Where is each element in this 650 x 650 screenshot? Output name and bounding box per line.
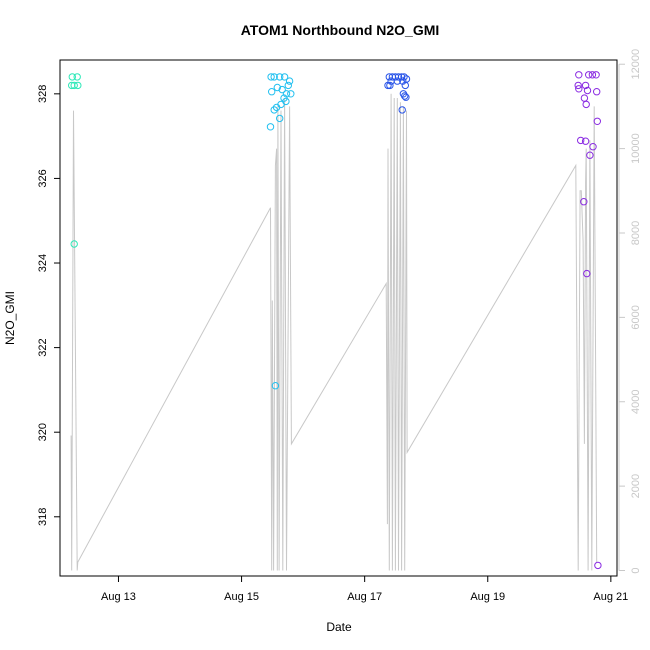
y-tick-label: 322 — [37, 338, 49, 356]
data-point — [580, 94, 589, 102]
data-point — [586, 151, 594, 159]
y-axis: 318 320 322 324 326 328 — [37, 85, 60, 526]
x-tick-label: Aug 19 — [470, 591, 505, 603]
data-point — [386, 81, 394, 90]
y-axis-label: N2O_GMI — [3, 291, 17, 345]
data-point — [402, 93, 410, 101]
y-tick-label: 320 — [37, 423, 49, 441]
data-point — [401, 81, 409, 90]
secondary-line-path — [70, 93, 598, 571]
data-point — [585, 71, 593, 79]
plot-frame — [59, 59, 618, 577]
data-point — [268, 88, 276, 96]
y2-tick-label: 12000 — [630, 49, 642, 80]
data-point — [393, 77, 401, 85]
data-point — [273, 83, 281, 92]
chart-title: ATOM1 Northbound N2O_GMI — [241, 22, 440, 38]
x-tick-label: Aug 13 — [101, 591, 136, 603]
y2-axis: 0 2000 4000 6000 8000 10000 12000 — [618, 49, 642, 574]
y-tick-label: 328 — [37, 85, 49, 103]
data-point — [593, 88, 601, 96]
y2-tick-label: 0 — [630, 567, 642, 573]
data-point — [588, 71, 597, 79]
data-point — [593, 117, 601, 126]
data-point — [267, 73, 275, 81]
y2-tick-label: 4000 — [630, 390, 642, 414]
data-point — [387, 77, 395, 85]
x-tick-label: Aug 21 — [593, 591, 628, 603]
x-tick-label: Aug 17 — [347, 591, 382, 603]
secondary-series-line — [70, 93, 598, 571]
data-point — [73, 73, 81, 81]
data-point — [287, 90, 295, 98]
data-point — [575, 85, 583, 93]
data-point — [70, 240, 78, 248]
data-point — [280, 73, 289, 81]
x-axis: Aug 13 Aug 15 Aug 17 Aug 19 Aug 21 — [101, 576, 628, 603]
data-point — [399, 77, 407, 85]
data-point — [581, 81, 590, 90]
y2-tick-label: 2000 — [630, 474, 642, 498]
data-point — [284, 81, 292, 90]
data-point — [583, 86, 592, 95]
y2-tick-label: 6000 — [630, 305, 642, 329]
data-point — [589, 143, 597, 151]
data-point — [398, 106, 406, 114]
x-tick-label: Aug 15 — [224, 591, 259, 603]
data-point — [70, 81, 78, 90]
data-point — [592, 71, 600, 79]
y-tick-label: 318 — [37, 508, 49, 526]
data-point — [276, 114, 284, 123]
data-point — [400, 73, 408, 81]
data-point — [271, 382, 280, 390]
data-point — [583, 269, 591, 278]
data-point — [74, 81, 82, 90]
data-point — [68, 73, 77, 81]
data-point — [282, 90, 291, 98]
y-tick-label: 324 — [37, 254, 49, 272]
y2-tick-label: 8000 — [630, 221, 642, 245]
data-point — [270, 73, 278, 81]
data-point — [401, 92, 409, 100]
data-point — [276, 73, 284, 81]
x-axis-label: Date — [326, 620, 352, 634]
data-point — [582, 100, 590, 109]
data-point — [266, 123, 275, 131]
data-point — [574, 81, 582, 90]
data-point — [278, 85, 286, 94]
data-point — [577, 136, 585, 145]
y2-tick-label: 10000 — [630, 133, 642, 164]
y-tick-label: 326 — [37, 169, 49, 187]
data-point — [272, 103, 281, 112]
data-point — [397, 73, 406, 81]
data-point — [580, 198, 588, 206]
data-point — [285, 77, 294, 85]
data-point — [575, 71, 583, 79]
data-point — [270, 106, 278, 114]
data-point — [581, 137, 590, 145]
data-point — [594, 561, 602, 570]
scatter-points — [68, 71, 602, 570]
data-point — [394, 73, 403, 81]
data-point — [384, 81, 392, 90]
